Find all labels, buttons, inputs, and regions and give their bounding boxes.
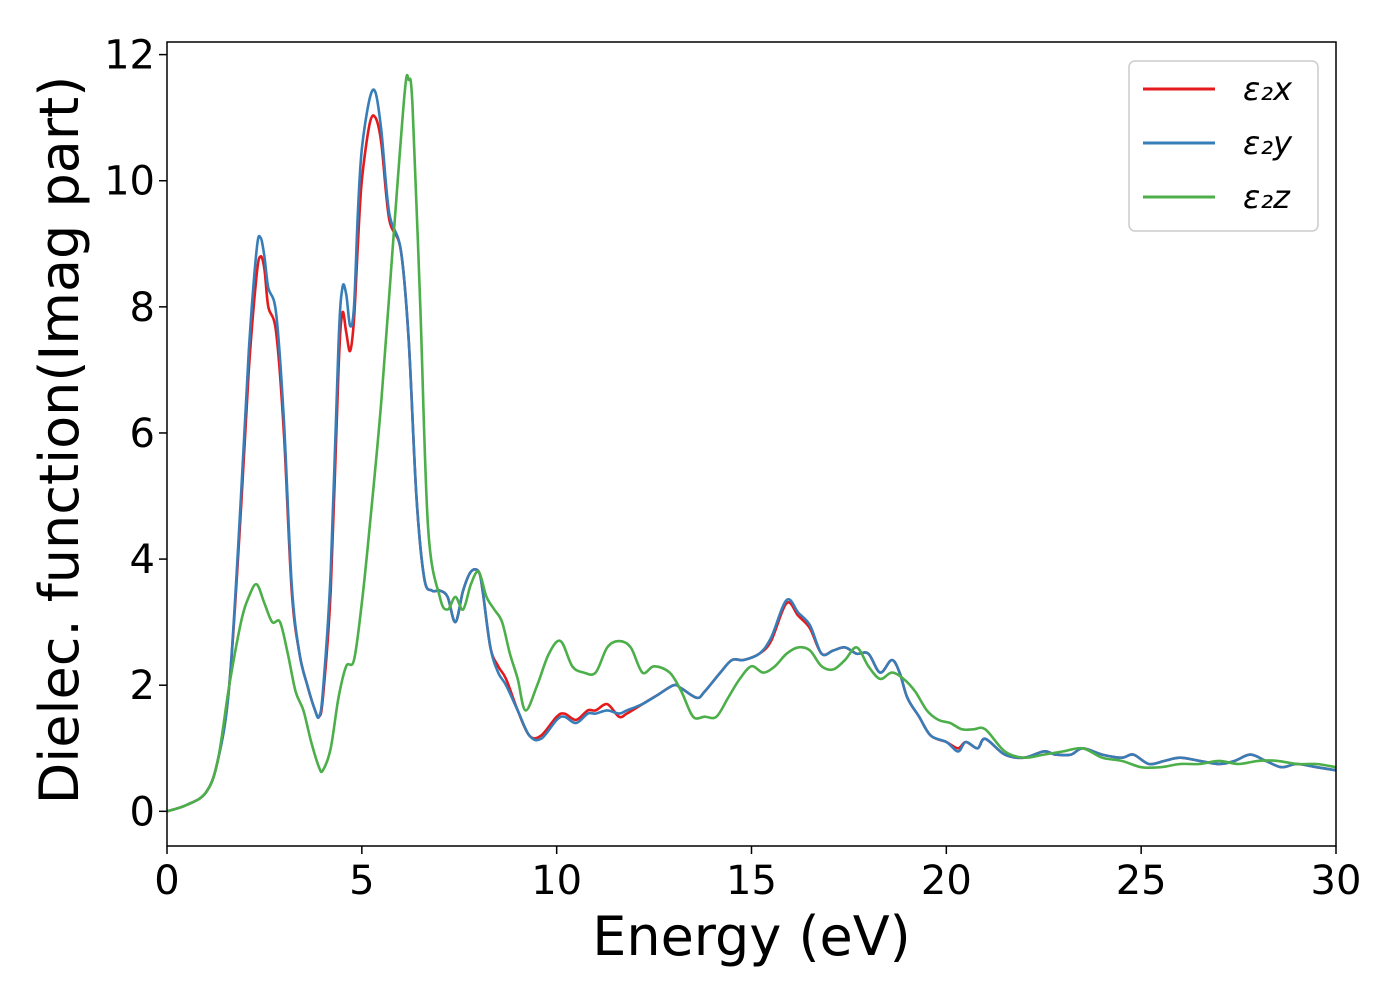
y-tick-label: 0 <box>130 789 155 835</box>
y-tick-label: 12 <box>104 33 155 79</box>
legend-box <box>1128 60 1319 232</box>
x-tick-label: 20 <box>921 858 972 904</box>
legend-label: ε₂z <box>1243 178 1291 216</box>
legend: ε₂x ε₂y ε₂z <box>1128 60 1319 232</box>
y-axis: 0 2 4 6 8 10 12 <box>104 33 167 835</box>
y-tick-label: 2 <box>130 663 155 709</box>
legend-label: ε₂x <box>1243 70 1293 108</box>
x-tick-label: 25 <box>1116 858 1167 904</box>
series-layer <box>167 73 1336 813</box>
x-tick-label: 0 <box>154 858 179 904</box>
x-tick-label: 5 <box>349 858 374 904</box>
y-axis-title: Dielec. function(Imag part) <box>28 76 91 805</box>
x-tick-label: 15 <box>726 858 777 904</box>
legend-label: ε₂y <box>1243 124 1293 162</box>
series-line-3 <box>167 73 1336 813</box>
y-tick-label: 6 <box>130 411 155 457</box>
x-axis-title: Energy (eV) <box>592 905 911 968</box>
x-tick-label: 30 <box>1311 858 1362 904</box>
x-axis: 0 5 10 15 20 25 30 <box>154 846 1361 904</box>
y-tick-label: 4 <box>130 537 155 583</box>
y-tick-label: 8 <box>130 285 155 331</box>
x-tick-label: 10 <box>531 858 582 904</box>
y-tick-label: 10 <box>104 159 155 205</box>
